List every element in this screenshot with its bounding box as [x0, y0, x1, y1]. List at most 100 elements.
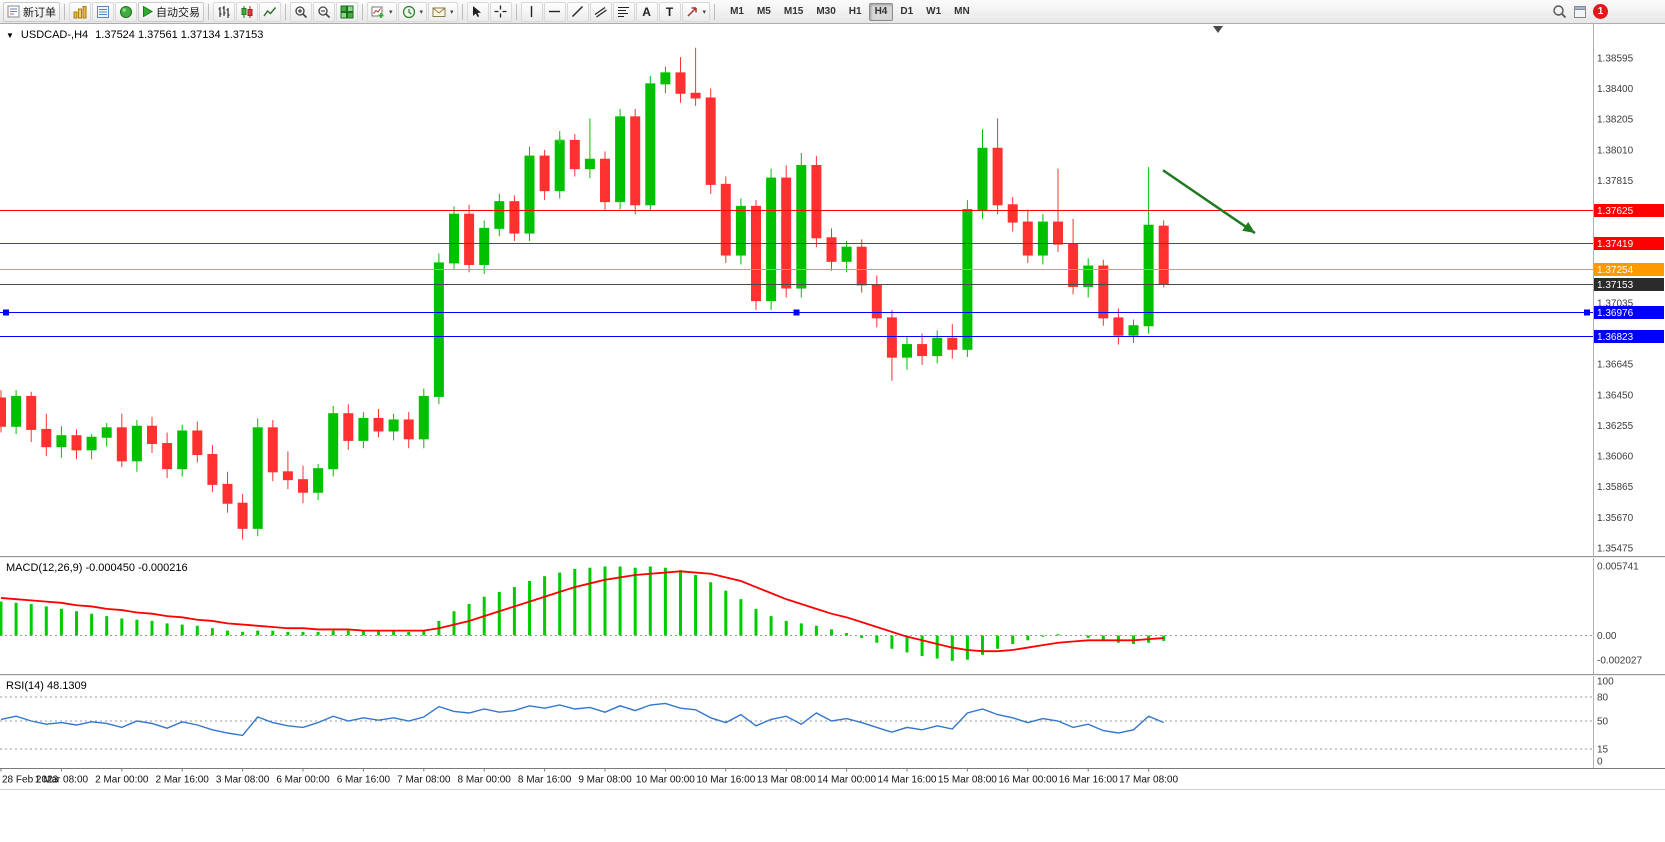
- new-window-icon[interactable]: [1573, 5, 1587, 19]
- zoom-out-icon: [317, 5, 331, 19]
- candles-chart-button[interactable]: [236, 1, 258, 22]
- fibonacci-tool-button[interactable]: [612, 1, 635, 22]
- crosshair-icon: [494, 5, 507, 18]
- svg-text:1.36255: 1.36255: [1597, 421, 1634, 432]
- svg-text:50: 50: [1597, 717, 1609, 728]
- autotrading-play-icon: [142, 6, 153, 17]
- vertical-line-tool-button[interactable]: [520, 1, 543, 22]
- svg-text:2 Mar 16:00: 2 Mar 16:00: [156, 775, 210, 786]
- tile-windows-button[interactable]: [336, 1, 358, 22]
- svg-text:1.36450: 1.36450: [1597, 390, 1634, 401]
- svg-text:1.36823: 1.36823: [1597, 332, 1634, 343]
- svg-text:1.37419: 1.37419: [1597, 239, 1634, 250]
- svg-text:13 Mar 08:00: 13 Mar 08:00: [757, 775, 816, 786]
- bars-chart-icon: [217, 5, 231, 19]
- trendline-tool-button[interactable]: [566, 1, 589, 22]
- tf-h1-button[interactable]: H1: [843, 3, 868, 21]
- chart-window: 1.38595 1.38400 1.38205 1.38010 1.37815 1.370…: [0, 24, 1665, 842]
- vertical-line-icon: [525, 5, 538, 18]
- candles-chart-icon: [240, 5, 254, 19]
- new-order-button[interactable]: 新订单: [3, 1, 60, 22]
- chevron-down-icon: ▾: [450, 8, 454, 16]
- svg-text:10 Mar 16:00: 10 Mar 16:00: [696, 775, 755, 786]
- svg-text:1.37625: 1.37625: [1597, 206, 1634, 217]
- svg-text:6 Mar 16:00: 6 Mar 16:00: [337, 775, 391, 786]
- label-tool-button[interactable]: T: [658, 1, 681, 22]
- svg-text:1.38010: 1.38010: [1597, 145, 1634, 156]
- arrows-tool-button[interactable]: ▾: [681, 1, 711, 22]
- tf-m5-button[interactable]: M5: [751, 3, 777, 21]
- price-chart-canvas[interactable]: 1.38595 1.38400 1.38205 1.38010 1.37815 1.370…: [0, 24, 1665, 556]
- period-clock-button[interactable]: ▾: [397, 1, 428, 22]
- svg-text:1.36976: 1.36976: [1597, 308, 1634, 319]
- templates-button[interactable]: ▾: [428, 1, 458, 22]
- macd-panel-canvas[interactable]: 0.005741 0.00 -0.002027: [0, 558, 1665, 674]
- line-chart-button[interactable]: [259, 1, 281, 22]
- svg-text:1.35670: 1.35670: [1597, 513, 1634, 524]
- svg-text:1.37153: 1.37153: [1597, 280, 1634, 291]
- timeframe-toolbar: M1 M5 M15 M30 H1 H4 D1 W1 MN: [724, 2, 976, 21]
- svg-text:1.38595: 1.38595: [1597, 53, 1634, 64]
- autotrading-label: 自动交易: [156, 6, 200, 19]
- channel-tool-button[interactable]: [589, 1, 612, 22]
- rsi-panel-splitter[interactable]: [0, 674, 1665, 676]
- separator: [714, 3, 716, 20]
- zoom-in-button[interactable]: [290, 1, 312, 22]
- data-window-button[interactable]: [92, 1, 114, 22]
- svg-text:1.36060: 1.36060: [1597, 452, 1634, 463]
- notification-badge[interactable]: 1: [1593, 4, 1608, 19]
- bars-chart-button[interactable]: [213, 1, 235, 22]
- macd-panel-splitter[interactable]: [0, 556, 1665, 558]
- separator: [515, 3, 517, 20]
- svg-text:15 Mar 08:00: 15 Mar 08:00: [938, 775, 997, 786]
- new-order-icon: [7, 5, 20, 18]
- crosshair-tool-button[interactable]: [489, 1, 512, 22]
- chevron-down-icon: ▾: [702, 8, 707, 16]
- tile-windows-icon: [340, 5, 354, 19]
- svg-text:80: 80: [1597, 693, 1609, 704]
- separator: [285, 3, 286, 20]
- rsi-panel-canvas[interactable]: 100 80 50 150: [0, 676, 1665, 768]
- tf-mn-button[interactable]: MN: [948, 3, 976, 21]
- new-chart-icon: [371, 5, 385, 19]
- navigator-button[interactable]: [115, 1, 137, 22]
- tf-h4-button[interactable]: H4: [868, 2, 894, 21]
- tf-m15-button[interactable]: M15: [778, 3, 809, 21]
- svg-text:0: 0: [1597, 757, 1603, 768]
- search-icon[interactable]: [1552, 4, 1567, 19]
- templates-icon: [432, 5, 446, 19]
- svg-text:7 Mar 08:00: 7 Mar 08:00: [397, 775, 451, 786]
- svg-text:1.38205: 1.38205: [1597, 115, 1634, 126]
- cursor-tool-button[interactable]: [466, 1, 489, 22]
- tf-d1-button[interactable]: D1: [894, 3, 919, 21]
- svg-text:0.005741: 0.005741: [1597, 562, 1639, 573]
- autotrading-button[interactable]: 自动交易: [138, 1, 204, 22]
- svg-text:1.37815: 1.37815: [1597, 176, 1634, 187]
- svg-text:3 Mar 08:00: 3 Mar 08:00: [216, 775, 270, 786]
- new-chart-button[interactable]: ▾: [367, 1, 397, 22]
- svg-text:8 Mar 00:00: 8 Mar 00:00: [458, 775, 512, 786]
- separator: [362, 3, 363, 20]
- svg-text:1.37254: 1.37254: [1597, 265, 1634, 276]
- tf-m1-button[interactable]: M1: [724, 3, 750, 21]
- horizontal-line-tool-button[interactable]: [543, 1, 566, 22]
- zoom-in-icon: [294, 5, 308, 19]
- market-watch-icon: [73, 5, 87, 19]
- toolbar-right-group: 1: [1552, 4, 1662, 19]
- svg-text:2 Mar 00:00: 2 Mar 00:00: [95, 775, 149, 786]
- svg-text:100: 100: [1597, 677, 1614, 688]
- zoom-out-button[interactable]: [313, 1, 335, 22]
- tf-m30-button[interactable]: M30: [810, 3, 841, 21]
- cursor-icon: [471, 5, 484, 18]
- svg-text:28 Feb 2023: 28 Feb 2023: [2, 775, 59, 786]
- main-toolbar: 新订单 自动交易 ▾ ▾ ▾ A T ▾ M1 M5 M15 M30 H1 H4…: [0, 0, 1665, 24]
- svg-text:16 Mar 00:00: 16 Mar 00:00: [998, 775, 1057, 786]
- svg-text:8 Mar 16:00: 8 Mar 16:00: [518, 775, 572, 786]
- svg-text:10 Mar 00:00: 10 Mar 00:00: [636, 775, 695, 786]
- tf-w1-button[interactable]: W1: [920, 3, 947, 21]
- text-tool-button[interactable]: A: [635, 1, 658, 22]
- market-watch-button[interactable]: [69, 1, 91, 22]
- data-window-icon: [96, 5, 110, 19]
- chevron-down-icon: ▾: [419, 8, 424, 16]
